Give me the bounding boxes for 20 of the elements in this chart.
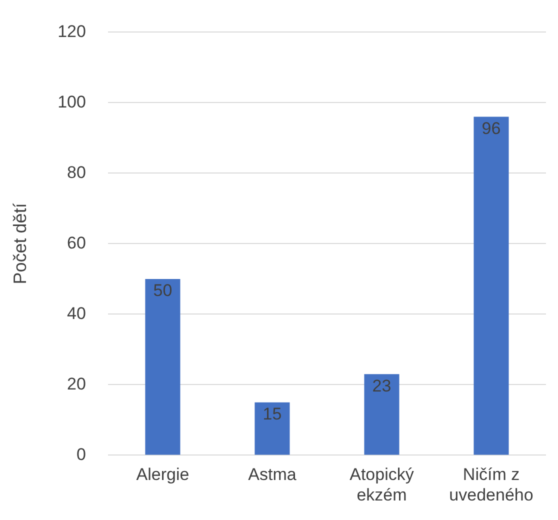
x-tick-label: Atopický ekzém	[350, 465, 414, 504]
y-tick-label: 20	[67, 374, 86, 394]
x-tick-label: Alergie	[136, 465, 190, 484]
data-label: 15	[262, 404, 282, 424]
y-axis-title: Počet dětí	[10, 203, 30, 284]
y-tick-label: 120	[58, 22, 86, 41]
y-tick-label: 100	[58, 92, 86, 112]
x-tick-label: Ničím z uvedeného	[449, 465, 534, 504]
x-tick-label: Astma	[248, 465, 297, 484]
bar	[364, 374, 400, 455]
data-label: 23	[372, 376, 392, 396]
bar	[254, 402, 290, 455]
y-tick-label: 40	[67, 304, 86, 323]
y-tick-label: 60	[67, 233, 86, 252]
bar	[474, 116, 509, 455]
data-label: 96	[482, 118, 501, 138]
y-tick-label: 80	[67, 162, 86, 182]
y-tick-label: 0	[76, 444, 86, 464]
data-label: 50	[153, 281, 172, 300]
bar	[145, 278, 180, 455]
